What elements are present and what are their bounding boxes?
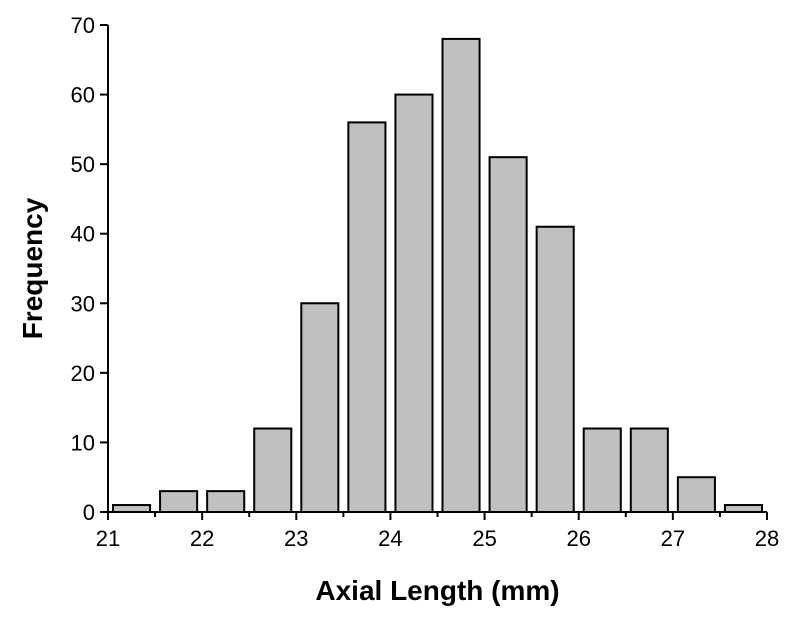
histogram-bar-13: [723, 504, 764, 513]
histogram-bar-3: [253, 427, 293, 513]
y-tick-label-3: 30: [71, 291, 95, 316]
histogram-bar-9: [535, 225, 575, 513]
x-tick-label-2: 23: [284, 526, 308, 551]
plot-area: 0 10 20 30 40 50 60 70 21 22 23 24 25 26 27 28: [71, 13, 780, 551]
histogram-bar-7: [441, 37, 481, 514]
histogram-bar-4: [300, 302, 340, 513]
y-tick-label-0: 0: [83, 500, 95, 525]
x-tick-label-5: 26: [566, 526, 590, 551]
x-tick-label-3: 24: [378, 526, 402, 551]
histogram-bar-6: [394, 93, 434, 513]
y-tick-label-7: 70: [71, 13, 95, 38]
y-ticks-group: 0 10 20 30 40 50 60 70: [71, 13, 108, 525]
y-axis-title: Frequency: [17, 197, 48, 339]
histogram-bar-8: [488, 156, 528, 514]
y-tick-label-5: 50: [71, 152, 95, 177]
histogram-bar-10: [582, 427, 622, 513]
y-tick-label-2: 20: [71, 361, 95, 386]
y-tick-label-4: 40: [71, 222, 95, 247]
x-tick-label-1: 22: [190, 526, 214, 551]
x-tick-label-4: 25: [472, 526, 496, 551]
bars-group: [112, 37, 764, 514]
histogram-bar-12: [676, 476, 716, 514]
x-tick-label-6: 27: [661, 526, 685, 551]
histogram-bar-2: [206, 490, 246, 513]
histogram-bar-5: [347, 121, 387, 514]
histogram-bar-0: [112, 504, 152, 513]
y-tick-label-1: 10: [71, 430, 95, 455]
histogram-bar-1: [159, 490, 199, 513]
histogram-bar-11: [629, 427, 669, 513]
x-ticks-group: 21 22 23 24 25 26 27 28: [96, 512, 779, 551]
x-tick-label-7: 28: [755, 526, 779, 551]
x-axis-title: Axial Length (mm): [315, 575, 559, 606]
x-tick-label-0: 21: [96, 526, 120, 551]
y-tick-label-6: 60: [71, 83, 95, 108]
